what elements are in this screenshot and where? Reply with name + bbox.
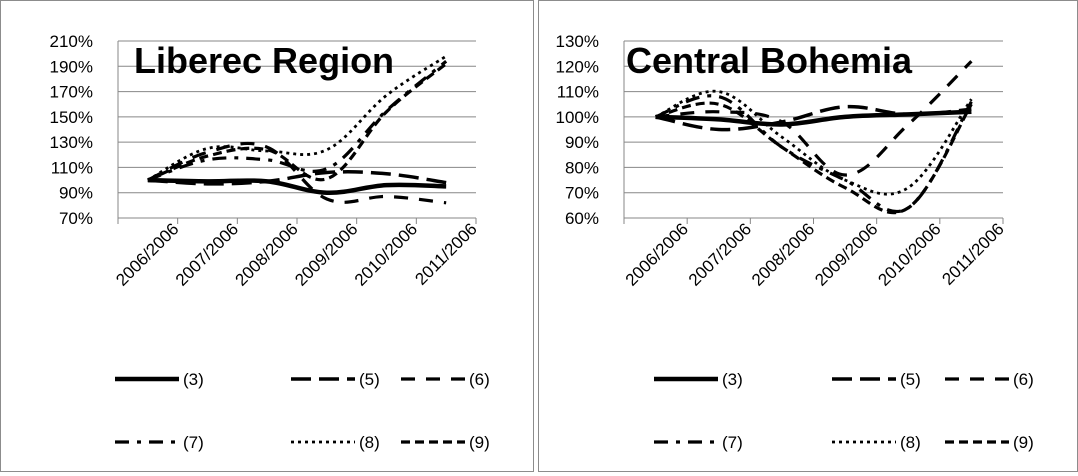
chart-title: Liberec Region — [134, 40, 394, 81]
x-tick-label: 2009/2006 — [811, 219, 881, 289]
legend-label-3: (3) — [722, 370, 743, 389]
y-tick-label: 170% — [50, 83, 93, 102]
legend-label-5: (5) — [900, 370, 921, 389]
legend-label-9: (9) — [469, 433, 490, 452]
series-group — [147, 55, 448, 205]
y-tick-label: 130% — [556, 32, 599, 51]
chart-title: Central Bohemia — [626, 40, 913, 81]
gridlines: 60% 70% 80% 90% 100% 110% 120% 130% — [556, 32, 1003, 228]
legend-label-3: (3) — [183, 370, 204, 389]
x-tick-label: 2007/2006 — [172, 219, 242, 289]
y-tick-label: 90% — [565, 133, 599, 152]
legend-label-6: (6) — [469, 370, 490, 389]
series-line-6 — [655, 60, 973, 177]
series-line-3 — [147, 177, 447, 195]
y-tick-label: 190% — [50, 57, 93, 76]
legend-label-7: (7) — [183, 433, 204, 452]
series-line-8 — [654, 89, 973, 196]
panel-liberec-region: 70% 90% 110% 130% 150% 170% 190% 210% 2006/2006 2… — [0, 0, 534, 472]
legend-label-8: (8) — [900, 433, 921, 452]
series-line-5 — [147, 170, 447, 186]
y-tick-label: 120% — [556, 57, 599, 76]
panel-central-bohemia: 60% 70% 80% 90% 100% 110% 120% 130% 2006/2006 200… — [538, 0, 1078, 472]
legend-label-8: (8) — [359, 433, 380, 452]
chart-liberec-region: 70%90%110%130%150%170%190%210%2006/20062… — [50, 32, 490, 452]
y-tick-label: 210% — [50, 32, 93, 51]
y-tick-label: 110% — [51, 158, 93, 177]
series-line-5 — [655, 104, 972, 132]
y-tick-label: 90% — [59, 184, 93, 203]
x-tick-label: 2009/2006 — [291, 219, 361, 289]
series-line-6 — [147, 141, 447, 205]
x-tick-label: 2011/2006 — [938, 219, 1007, 288]
legend-label-5: (5) — [359, 370, 380, 389]
legend-label-9: (9) — [1013, 433, 1034, 452]
x-tick-label: 2007/2006 — [685, 219, 755, 289]
legend-label-7: (7) — [722, 433, 743, 452]
x-tick-label: 2008/2006 — [232, 219, 302, 289]
x-tick-label: 2006/2006 — [622, 219, 692, 289]
series-group — [654, 60, 973, 215]
y-tick-label: 70% — [565, 184, 599, 203]
y-tick-label: 70% — [59, 209, 93, 228]
x-tick-label: 2006/2006 — [112, 219, 182, 289]
y-tick-label: 130% — [50, 133, 93, 152]
legend-label-6: (6) — [1013, 370, 1034, 389]
series-line-3 — [655, 109, 972, 127]
gridlines: 70% 90% 110% 130% 150% 170% 190% 210% — [50, 32, 476, 228]
x-tick-label: 2010/2006 — [351, 219, 421, 289]
y-tick-label: 60% — [565, 209, 599, 228]
legend: (3) (5) (6) (7) (8) (9) — [654, 370, 1034, 452]
legend: (3) (5) (6) (7) (8) (9) — [115, 370, 490, 452]
chart-central-bohemia: 60%70%80%90%100%110%120%130%2006/2006200… — [556, 32, 1034, 452]
y-tick-label: 110% — [557, 83, 599, 102]
series-line-9 — [147, 62, 448, 182]
series-line-9 — [655, 101, 973, 215]
x-tick-label: 2010/2006 — [874, 219, 944, 289]
x-tick-label: 2008/2006 — [748, 219, 818, 289]
x-tick-label: 2011/2006 — [411, 219, 480, 288]
y-tick-label: 150% — [50, 108, 93, 127]
y-tick-label: 80% — [565, 158, 599, 177]
y-tick-label: 100% — [556, 108, 599, 127]
